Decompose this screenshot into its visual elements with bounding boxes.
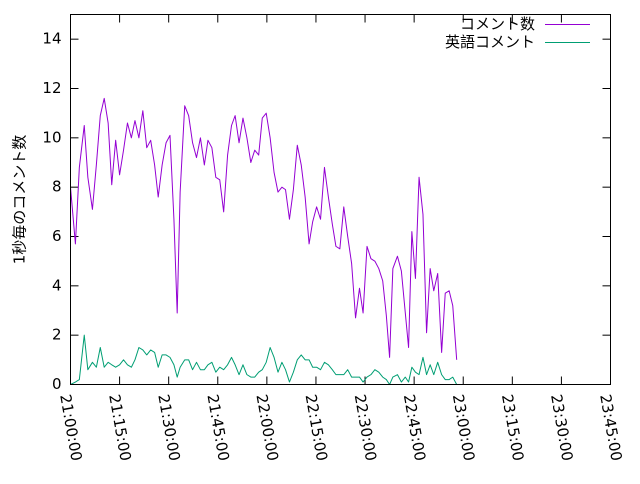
series-lines bbox=[70, 97, 458, 385]
legend: コメント数 英語コメント bbox=[445, 15, 590, 51]
series-line-0 bbox=[70, 97, 458, 360]
y-axis-label: 1秒毎のコメント数 bbox=[11, 135, 29, 265]
y-axis-ticks: 0 2 4 6 8 10 12 14 bbox=[42, 30, 611, 393]
y-tick-label: 0 bbox=[52, 375, 62, 393]
series-line-1 bbox=[70, 334, 458, 385]
legend-label-series-0: コメント数 bbox=[460, 15, 535, 33]
y-tick-label: 4 bbox=[52, 276, 62, 294]
y-tick-label: 12 bbox=[42, 79, 61, 97]
y-tick-label: 2 bbox=[52, 326, 62, 344]
legend-label-series-1: 英語コメント bbox=[445, 33, 535, 51]
y-tick-label: 14 bbox=[42, 30, 61, 48]
plot-frame bbox=[70, 14, 611, 385]
y-tick-label: 10 bbox=[42, 128, 61, 146]
y-tick-label: 6 bbox=[52, 227, 62, 245]
y-tick-label: 8 bbox=[52, 178, 62, 196]
